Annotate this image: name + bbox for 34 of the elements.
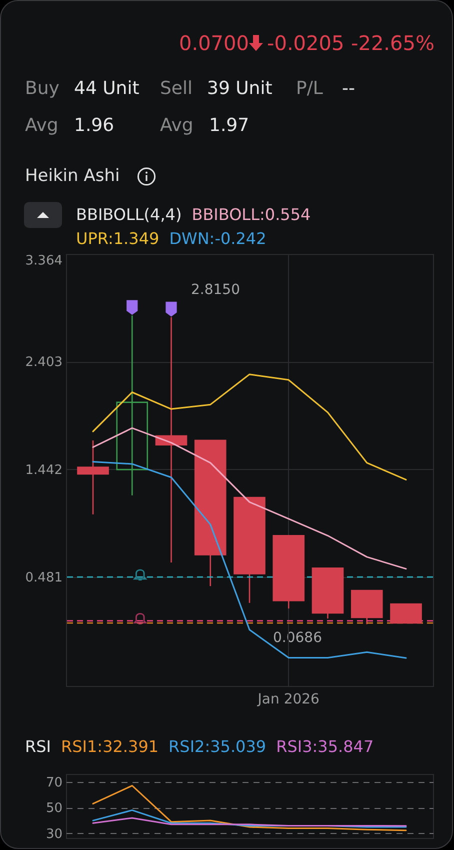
text: Buy (25, 78, 60, 99)
legend-title: BBIBOLL(4,4) (76, 205, 182, 224)
text: -0.0205 (267, 31, 344, 55)
text: 1.97 (209, 115, 250, 136)
text: Heikin Ashi (25, 166, 120, 186)
y-tick-label: 0.481 (25, 570, 62, 586)
y-tick-label: 30 (46, 826, 62, 842)
text: RSI2:35.039 (168, 737, 266, 756)
y-tick-label: 2.403 (25, 355, 62, 370)
text: 44 Unit (74, 78, 140, 99)
text: Avg (25, 115, 58, 136)
legend-title: RSI (25, 737, 51, 756)
line-series (92, 784, 407, 832)
text: 0.0700 (179, 31, 249, 55)
text: BBIBOLL:0.554 (192, 205, 311, 224)
text: Sell (160, 78, 193, 99)
text: DWN:-0.242 (169, 229, 266, 248)
annotation: 2.8150 (191, 282, 240, 298)
text: 39 Unit (207, 78, 272, 99)
text: Avg (160, 115, 194, 136)
text: RSI3:35.847 (276, 737, 374, 756)
x-tick-label: Jan 2026 (256, 692, 320, 708)
y-tick-label: 70 (46, 775, 62, 790)
text: UPR:1.349 (76, 229, 160, 248)
line-series (92, 817, 407, 827)
annotation: 0.0686 (273, 630, 322, 646)
y-tick-label: 3.364 (25, 254, 62, 268)
y-tick-label: 1.442 (25, 462, 62, 478)
text: P/L (296, 78, 323, 99)
text: RSI1:32.391 (61, 737, 159, 756)
text: 1.96 (74, 115, 114, 136)
text: -22.65% (351, 31, 434, 55)
text: -- (342, 78, 355, 99)
y-tick-label: 50 (46, 801, 62, 816)
